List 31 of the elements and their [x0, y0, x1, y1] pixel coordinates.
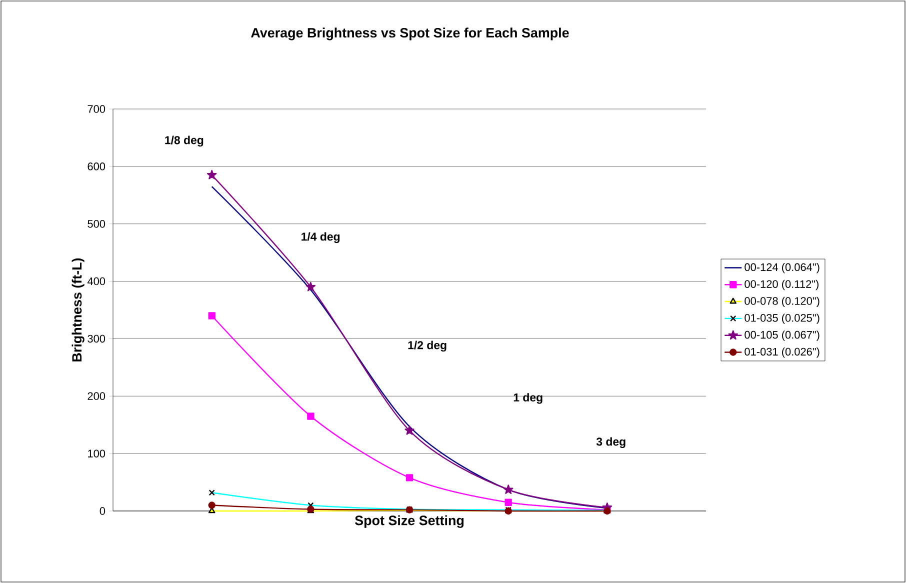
y-axis-title: Brightness (ft-L) — [72, 258, 84, 362]
point — [307, 412, 314, 420]
legend-label: 00-124 (0.064") — [744, 263, 820, 274]
chart-title: Average Brightness vs Spot Size for Each Sample — [251, 28, 569, 40]
point — [208, 502, 216, 509]
annotation: 1/8 deg — [165, 136, 204, 147]
legend-label: 01-035 (0.025") — [744, 314, 820, 324]
y-tick-label: 500 — [88, 220, 106, 228]
point — [404, 426, 414, 435]
annotation: 3 deg — [596, 437, 626, 448]
y-tick-label: 200 — [88, 392, 106, 400]
y-tick-label: 100 — [88, 450, 106, 458]
x-axis-title: Spot Size Setting — [354, 515, 464, 528]
y-tick-label: 600 — [88, 162, 106, 170]
legend-label: 01-031 (0.026") — [744, 348, 820, 358]
y-tick-label: 300 — [88, 334, 106, 343]
point — [306, 282, 316, 292]
legend-label: 00-078 (0.120") — [744, 296, 820, 308]
y-tick-label: 400 — [87, 277, 106, 286]
point — [206, 170, 217, 180]
point — [503, 484, 514, 494]
annotation: 1 deg — [514, 393, 542, 404]
legend-label: 00-105 (0.067") — [744, 330, 820, 341]
y-tick-label: 700 — [88, 105, 106, 113]
legend-label: 00-120 (0.112") — [744, 280, 818, 290]
annotation: 1/4 deg — [302, 232, 340, 243]
annotation: 1/2 deg — [408, 340, 446, 352]
point — [208, 312, 216, 320]
y-tick-label: 0 — [100, 507, 106, 515]
point — [504, 498, 512, 506]
point — [406, 474, 414, 482]
